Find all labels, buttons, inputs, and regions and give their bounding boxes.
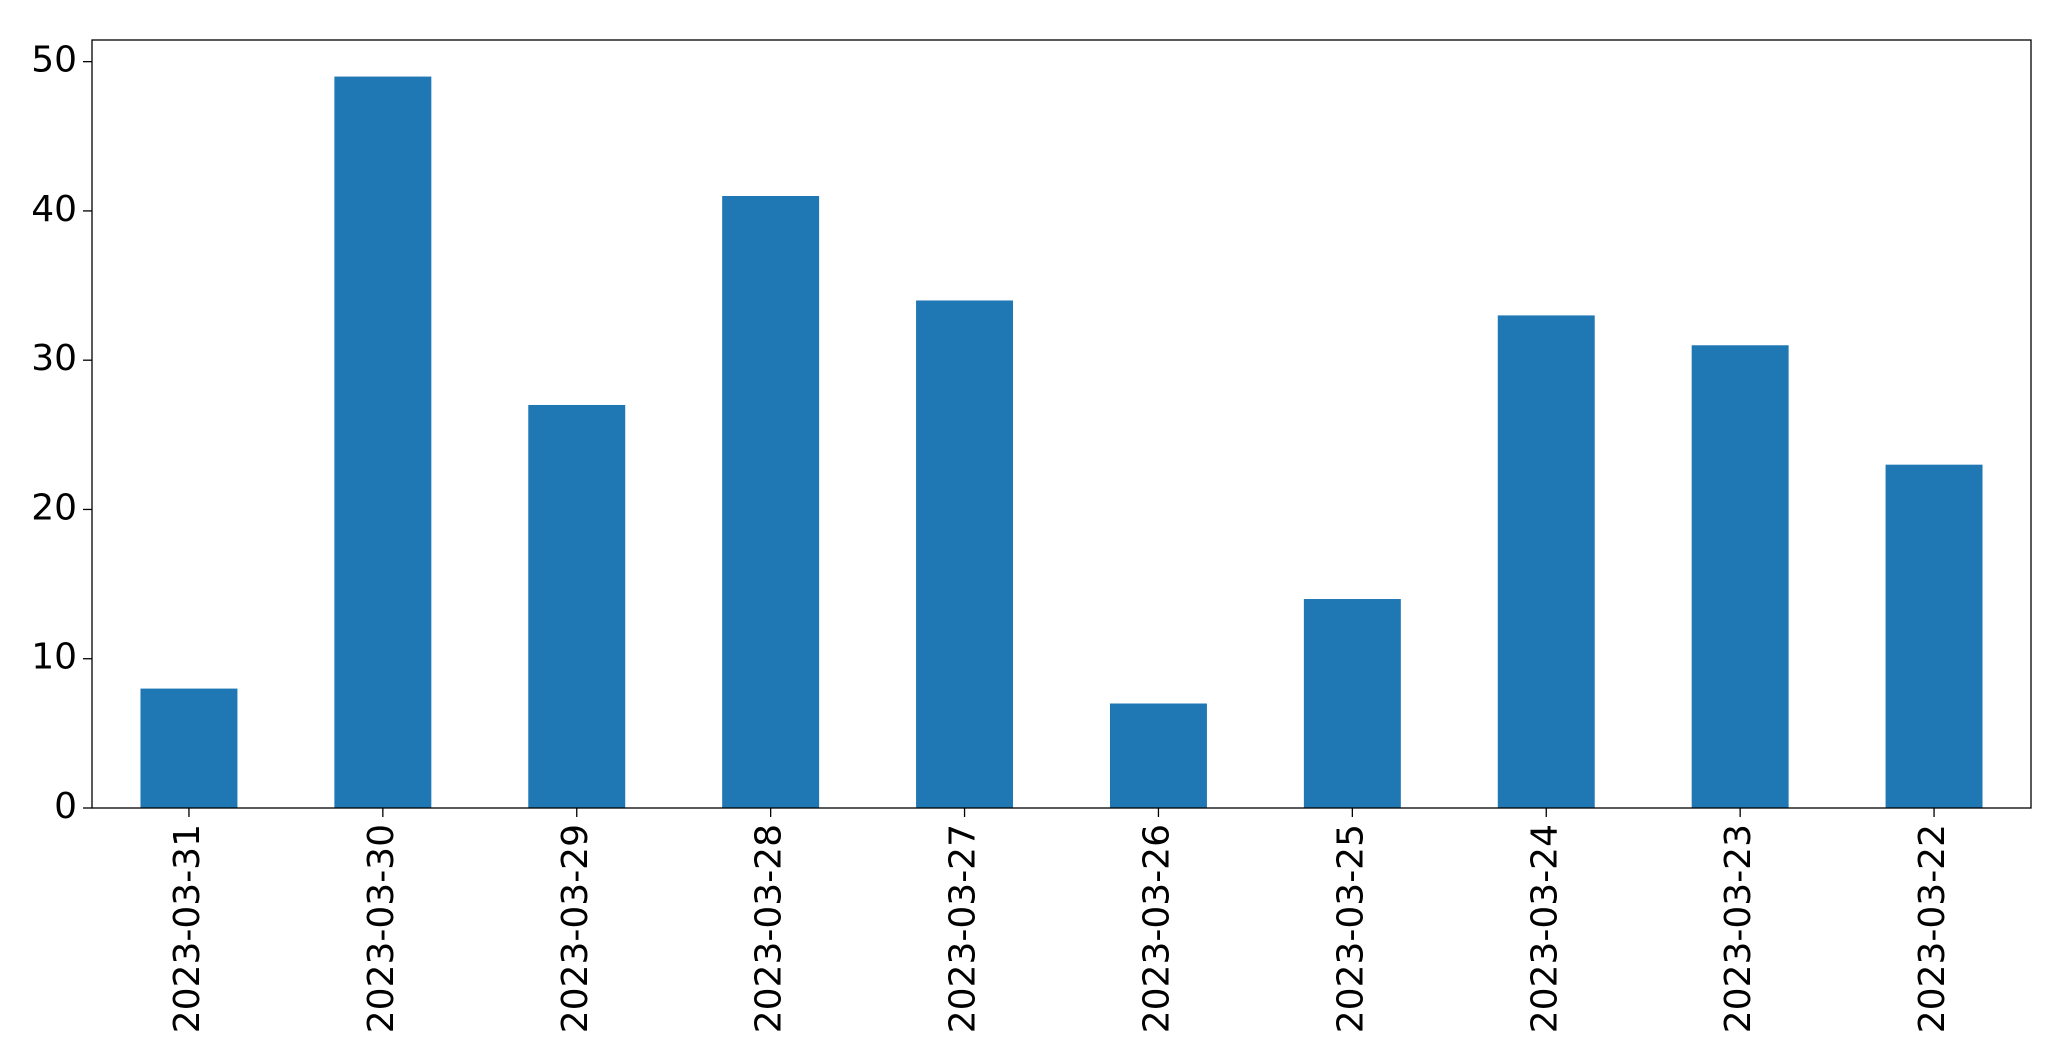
bar: [1497, 315, 1595, 808]
y-tick-label: 20: [31, 487, 77, 528]
x-tick-label: 2023-03-28: [749, 824, 790, 1033]
x-tick-label: 2023-03-29: [555, 824, 596, 1033]
y-tick-label: 40: [31, 189, 77, 230]
x-tick-label: 2023-03-27: [943, 824, 984, 1033]
bar: [140, 688, 238, 808]
y-tick-label: 50: [31, 40, 77, 81]
bar: [1303, 599, 1401, 808]
x-tick-label: 2023-03-22: [1912, 824, 1953, 1033]
x-tick-label: 2023-03-25: [1330, 824, 1371, 1033]
y-tick-label: 10: [31, 637, 77, 678]
bar: [528, 404, 626, 808]
x-tick-label: 2023-03-23: [1718, 824, 1759, 1033]
y-tick-label: 30: [31, 338, 77, 379]
bar: [1691, 345, 1789, 808]
x-tick-label: 2023-03-26: [1136, 824, 1177, 1033]
x-tick-label: 2023-03-31: [167, 824, 208, 1033]
y-tick-label: 0: [54, 786, 77, 827]
axes-frame: [91, 39, 2032, 809]
bar: [1109, 703, 1207, 808]
bar: [722, 195, 820, 808]
bar: [334, 76, 432, 809]
bar: [1885, 464, 1983, 808]
x-tick-label: 2023-03-24: [1524, 824, 1565, 1033]
bar: [916, 300, 1014, 808]
x-tick-label: 2023-03-30: [361, 824, 402, 1033]
